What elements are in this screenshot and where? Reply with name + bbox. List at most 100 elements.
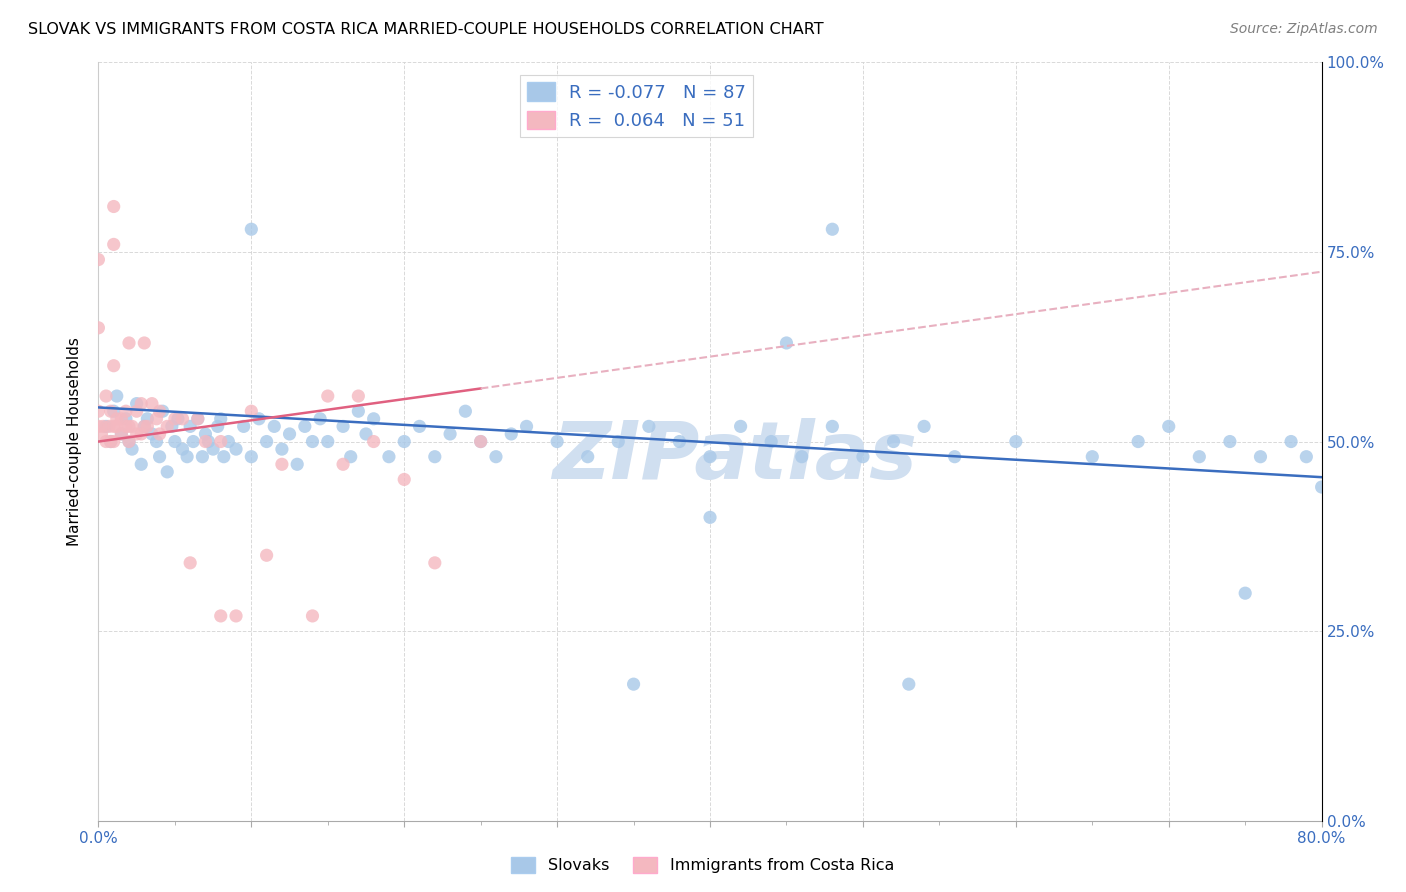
Point [105, 412, 128, 426]
Point [232, 419, 254, 434]
Point [87, 320, 110, 334]
Point [103, 199, 125, 213]
Point [94, 419, 117, 434]
Point [136, 412, 159, 426]
Point [454, 404, 477, 418]
Point [115, 419, 138, 434]
Point [332, 419, 354, 434]
Point [347, 404, 370, 418]
Point [309, 412, 332, 426]
Point [179, 419, 201, 434]
Point [212, 450, 235, 464]
Point [209, 434, 232, 449]
Point [160, 419, 183, 434]
Y-axis label: Married-couple Households: Married-couple Households [67, 337, 83, 546]
Point [912, 419, 935, 434]
Point [821, 222, 844, 236]
Point [363, 434, 385, 449]
Point [149, 404, 172, 418]
Point [1234, 586, 1257, 600]
Point [156, 465, 179, 479]
Point [240, 222, 263, 236]
Point [501, 427, 523, 442]
Point [301, 434, 323, 449]
Point [191, 450, 214, 464]
Point [98, 419, 121, 434]
Point [423, 450, 446, 464]
Point [115, 412, 138, 426]
Point [1188, 450, 1211, 464]
Point [339, 450, 361, 464]
Point [883, 434, 905, 449]
Point [94, 434, 117, 449]
Point [316, 434, 339, 449]
Point [129, 396, 152, 410]
Point [125, 427, 148, 442]
Point [125, 404, 148, 418]
Point [103, 237, 125, 252]
Point [332, 458, 354, 472]
Point [118, 434, 141, 449]
Point [1249, 450, 1271, 464]
Point [347, 389, 370, 403]
Point [141, 427, 163, 442]
Point [363, 412, 385, 426]
Point [105, 419, 128, 434]
Point [1128, 434, 1150, 449]
Point [225, 442, 247, 457]
Point [110, 412, 132, 426]
Point [392, 434, 416, 449]
Point [852, 450, 875, 464]
Text: SLOVAK VS IMMIGRANTS FROM COSTA RICA MARRIED-COUPLE HOUSEHOLDS CORRELATION CHART: SLOVAK VS IMMIGRANTS FROM COSTA RICA MAR… [28, 22, 824, 37]
Point [103, 404, 125, 418]
Point [301, 608, 323, 623]
Point [790, 450, 813, 464]
Point [94, 389, 117, 403]
Point [225, 608, 247, 623]
Point [699, 510, 721, 524]
Point [378, 450, 401, 464]
Point [759, 434, 782, 449]
Point [202, 442, 225, 457]
Point [1295, 450, 1317, 464]
Point [294, 419, 316, 434]
Point [263, 419, 285, 434]
Point [152, 404, 174, 418]
Point [1279, 434, 1302, 449]
Point [1219, 434, 1241, 449]
Point [439, 427, 461, 442]
Point [270, 442, 292, 457]
Point [121, 442, 143, 457]
Point [103, 434, 125, 449]
Point [943, 450, 966, 464]
Point [134, 419, 156, 434]
Point [156, 419, 179, 434]
Point [167, 412, 190, 426]
Point [172, 442, 194, 457]
Point [423, 556, 446, 570]
Legend: Slovaks, Immigrants from Costa Rica: Slovaks, Immigrants from Costa Rica [505, 850, 901, 880]
Point [145, 434, 167, 449]
Point [637, 419, 661, 434]
Point [87, 404, 110, 418]
Point [134, 419, 156, 434]
Point [576, 450, 599, 464]
Point [1004, 434, 1026, 449]
Point [118, 335, 141, 350]
Point [87, 252, 110, 267]
Point [516, 419, 538, 434]
Point [821, 419, 844, 434]
Point [91, 419, 114, 434]
Point [668, 434, 690, 449]
Point [100, 434, 122, 449]
Point [100, 434, 122, 449]
Point [197, 434, 219, 449]
Point [623, 677, 645, 691]
Point [546, 434, 568, 449]
Point [187, 412, 209, 426]
Point [470, 434, 492, 449]
Text: ZIPatlas: ZIPatlas [553, 417, 917, 496]
Point [278, 427, 301, 442]
Point [181, 434, 204, 449]
Point [897, 677, 920, 691]
